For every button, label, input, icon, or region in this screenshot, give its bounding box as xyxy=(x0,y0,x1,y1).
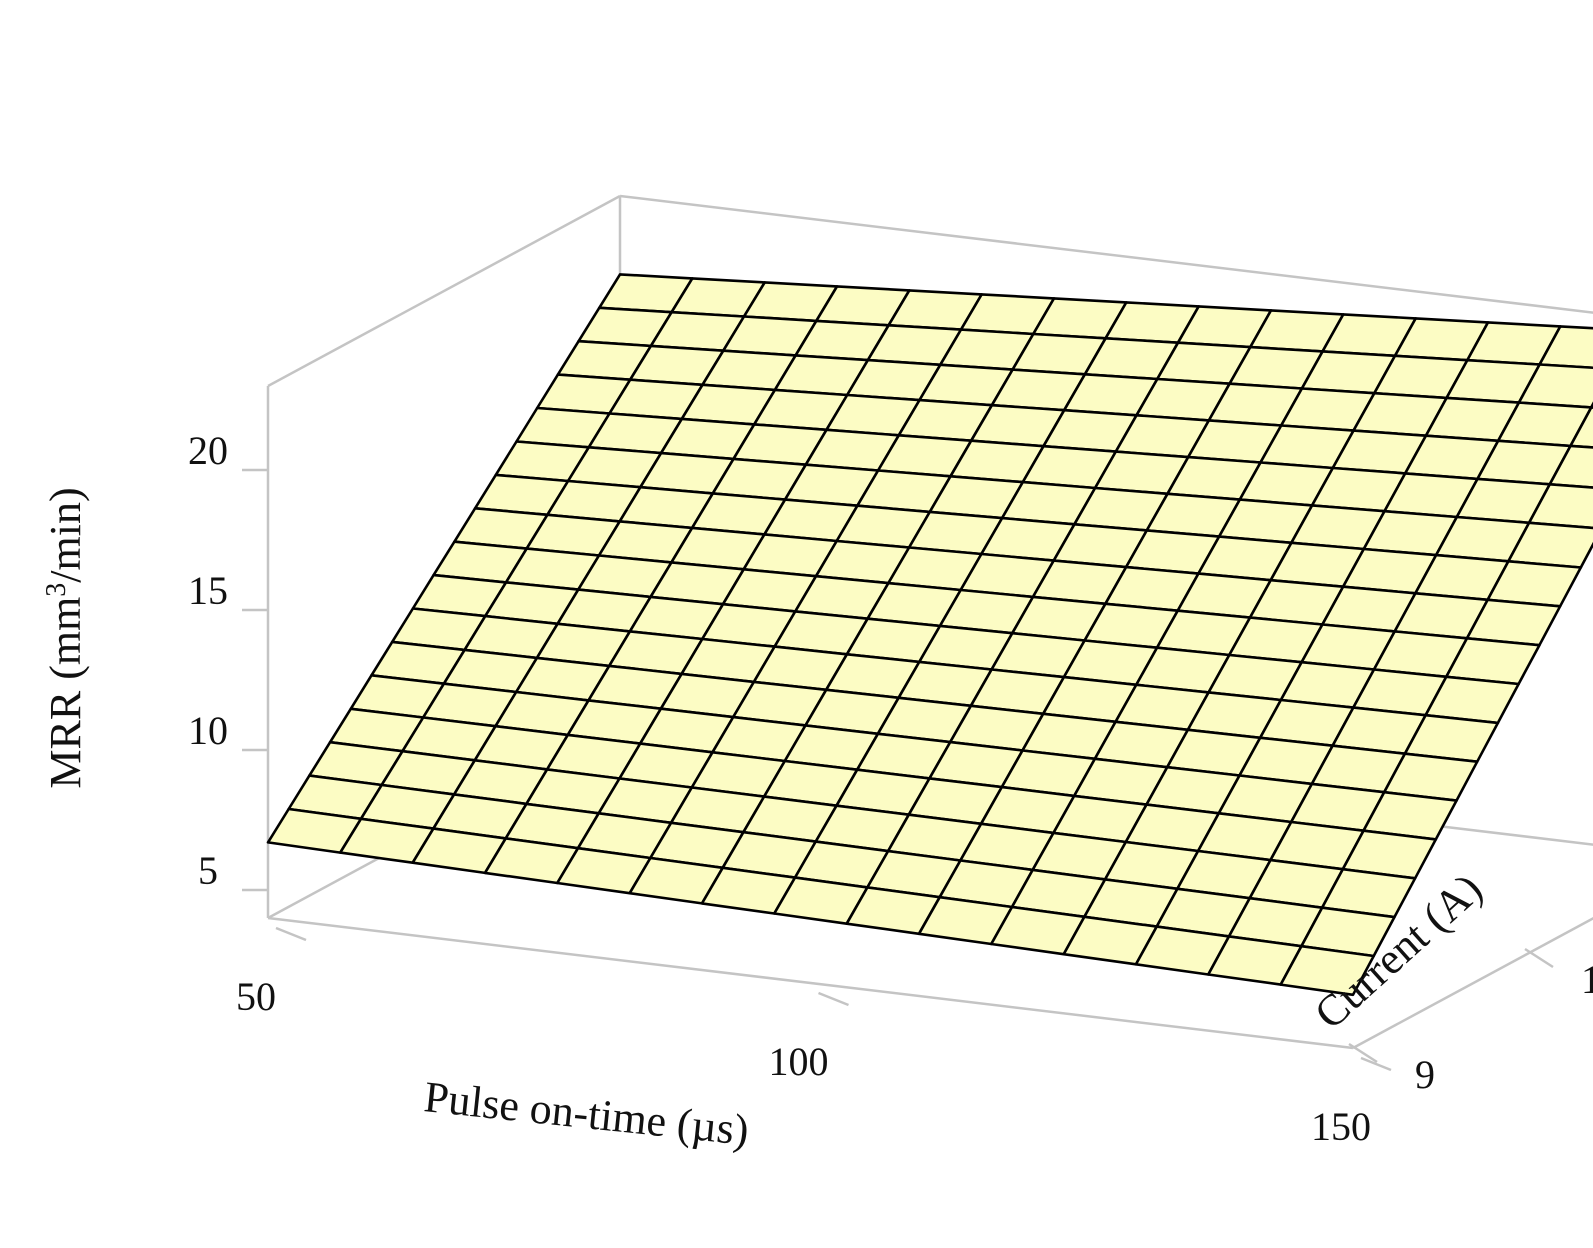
x-tick xyxy=(818,991,849,1007)
frame-top-back xyxy=(619,194,1593,314)
frame-floor-front xyxy=(267,916,1354,1050)
surface-cell xyxy=(1279,944,1375,997)
x-tick-label: 100 xyxy=(769,1039,829,1084)
z-axis-title-main: MRR (mm xyxy=(41,597,90,789)
y-tick xyxy=(1348,1042,1378,1064)
response-surface xyxy=(266,273,1593,997)
x-tick-label: 150 xyxy=(1311,1104,1371,1149)
surface-cell xyxy=(1548,444,1593,489)
x-axis-title: Pulse on-time (µs) xyxy=(422,1072,751,1155)
x-tick xyxy=(1360,1056,1392,1072)
z-tick-label: 20 xyxy=(188,428,228,473)
z-tick-label: 15 xyxy=(188,568,228,613)
z-tick-label: 5 xyxy=(198,848,218,893)
y-tick-label: 9 xyxy=(1415,1052,1435,1097)
z-axis-title: MRR (mm3/min) xyxy=(41,487,91,788)
z-axis-title-end: /min) xyxy=(41,487,90,582)
y-tick-label: 12 xyxy=(1581,957,1593,1002)
surface-cell xyxy=(1569,406,1593,449)
x-tick-label: 50 xyxy=(236,974,276,1019)
x-tick xyxy=(275,926,307,942)
z-tick-label: 10 xyxy=(188,708,228,753)
z-axis-title-sup: 3 xyxy=(41,583,72,597)
y-tick xyxy=(1524,947,1554,969)
axis-ticks: 51015205010015091215 xyxy=(188,428,1593,1149)
frame-top-left xyxy=(267,194,621,388)
